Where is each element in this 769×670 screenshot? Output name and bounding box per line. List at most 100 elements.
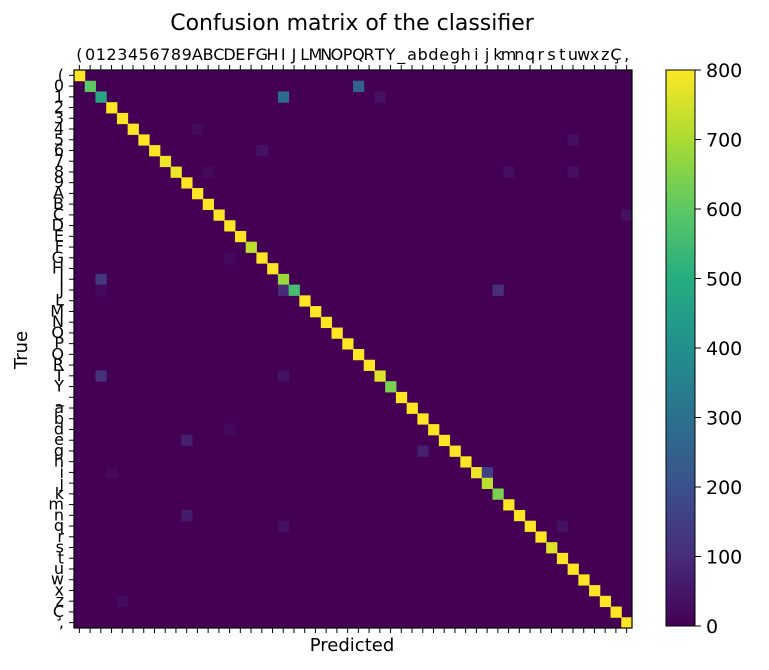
matrix-cell xyxy=(299,295,311,307)
x-tick-label: k xyxy=(493,45,503,64)
x-tick-label: H xyxy=(267,45,279,64)
y-tick-label: e xyxy=(54,430,64,449)
x-tick-label: g xyxy=(450,45,460,64)
x-tick-label: F xyxy=(246,45,255,64)
y-tick-label: L xyxy=(55,291,64,310)
x-tick-label: Ç xyxy=(610,45,621,64)
x-tick-label: w xyxy=(577,45,590,64)
matrix-cell xyxy=(353,80,365,92)
colorbar-tick-label: 400 xyxy=(706,338,742,360)
matrix-cell xyxy=(256,252,268,264)
matrix-cell xyxy=(513,509,526,522)
matrix-cell xyxy=(95,91,107,103)
matrix-cell xyxy=(610,606,622,618)
y-tick-label: D xyxy=(52,216,64,235)
y-tick-label: 8 xyxy=(54,162,64,181)
x-tick-label: x xyxy=(590,45,599,64)
x-tick-label: u xyxy=(568,45,578,64)
y-tick-label: N xyxy=(52,312,64,331)
y-tick-label: n xyxy=(54,505,64,524)
x-tick-label: 1 xyxy=(96,45,106,64)
matrix-cell xyxy=(224,424,236,436)
matrix-cell xyxy=(95,284,107,296)
matrix-cell xyxy=(556,520,569,532)
y-tick-label: a xyxy=(54,398,64,417)
x-tick-label: C xyxy=(213,45,224,64)
y-tick-label: 9 xyxy=(54,173,64,192)
y-tick-label: ( xyxy=(58,65,64,84)
x-tick-label: 7 xyxy=(160,45,170,64)
colorbar-tick-label: 600 xyxy=(706,199,742,221)
colorbar-tick-label: 800 xyxy=(706,60,742,82)
matrix-cell xyxy=(503,499,515,511)
matrix-cell xyxy=(567,563,579,575)
y-tick-label: A xyxy=(53,183,64,202)
x-tick-label: O xyxy=(331,45,344,64)
y-tick-label: M xyxy=(50,301,64,320)
y-tick-label: 2 xyxy=(54,98,64,117)
y-tick-label: b xyxy=(54,409,64,428)
x-tick-label: ( xyxy=(76,45,82,64)
y-tick-label: 7 xyxy=(54,151,64,170)
y-tick-label: F xyxy=(55,237,64,256)
x-tick-label: G xyxy=(256,45,268,64)
matrix-cell xyxy=(417,445,429,457)
matrix-cell xyxy=(95,370,107,382)
y-tick-label: Ç xyxy=(53,602,64,621)
matrix-cell xyxy=(471,467,483,479)
matrix-cell xyxy=(503,166,515,178)
x-tick-label: A xyxy=(192,45,203,64)
colorbar-tick-label: 500 xyxy=(706,269,742,291)
matrix-cell xyxy=(127,123,139,135)
matrix-cell xyxy=(277,91,290,103)
matrix-cell xyxy=(621,209,633,221)
y-tick-label: 6 xyxy=(54,140,64,159)
x-tick-label: h xyxy=(461,45,471,64)
y-tick-label: G xyxy=(52,248,64,267)
matrix-cell xyxy=(524,520,536,532)
matrix-cell xyxy=(202,198,214,210)
x-tick-label: I xyxy=(281,45,286,64)
matrix-cell xyxy=(567,134,579,146)
x-tick-label: , xyxy=(624,45,629,64)
matrix-cell xyxy=(492,488,504,500)
y-tick-label: E xyxy=(54,226,64,245)
colorbar: 0 100 200 300 400 500 600 700 800 xyxy=(665,60,742,638)
y-tick-label: s xyxy=(56,538,64,557)
x-tick-label: e xyxy=(439,45,449,64)
matrix-cell xyxy=(438,434,451,447)
x-tick-label: i xyxy=(474,45,478,64)
y-tick-label: d xyxy=(54,419,64,438)
x-tick-label: d xyxy=(428,45,438,64)
x-tick-label: 3 xyxy=(117,45,127,64)
matrix-cell xyxy=(556,552,569,565)
matrix-cell xyxy=(181,509,193,522)
x-tick-label: E xyxy=(235,45,245,64)
y-tick-label: r xyxy=(57,527,64,546)
matrix-cell xyxy=(256,145,268,157)
matrix-cell xyxy=(116,595,129,608)
x-tick-label: P xyxy=(343,45,353,64)
matrix-cell xyxy=(363,359,375,371)
x-tick-label: N xyxy=(320,45,332,64)
chart-title: Confusion matrix of the classifier xyxy=(170,11,535,36)
y-tick-label: 3 xyxy=(54,108,64,127)
matrix-cell xyxy=(149,145,161,157)
colorbar-tick-label: 700 xyxy=(706,130,742,152)
matrix-cell xyxy=(213,209,225,221)
x-tick-label: 9 xyxy=(182,45,192,64)
matrix-cell xyxy=(353,349,365,361)
matrix-cell xyxy=(599,595,612,608)
matrix-cell xyxy=(277,273,290,286)
matrix-cell xyxy=(288,284,300,296)
x-tick-label: j xyxy=(484,45,489,64)
y-tick-label: m xyxy=(48,495,64,514)
matrix-cell xyxy=(192,123,204,135)
y-tick-label: 1 xyxy=(54,87,64,106)
matrix-cell xyxy=(74,70,86,82)
y-tick-label: T xyxy=(53,366,64,385)
colorbar-gradient xyxy=(665,69,696,627)
y-tick-labels: (0123456789ABCDEFGHIJLMNOPQRTY_abdeghijk… xyxy=(48,65,74,632)
x-tick-label: B xyxy=(203,45,214,64)
